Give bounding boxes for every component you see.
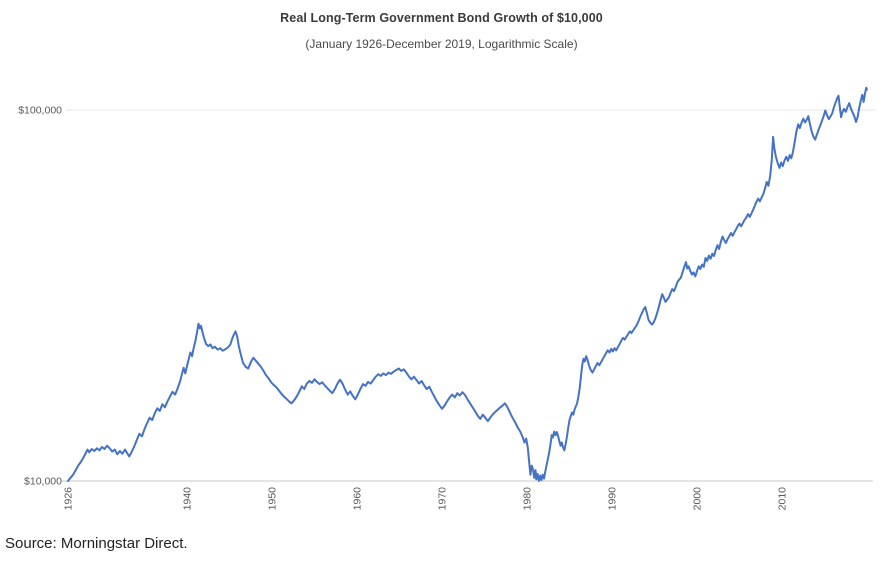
bond-growth-line [67, 86, 868, 482]
x-axis-tick-label: 1940 [182, 487, 194, 511]
source-attribution: Source: Morningstar Direct. [5, 535, 188, 552]
x-axis-tick-label: 2000 [692, 487, 704, 511]
line-chart-canvas: $10,000 $100,000 1926 1940 1950 1960 1970 1980 1… [18, 86, 876, 511]
y-axis-tick-label: $10,000 [24, 476, 62, 488]
x-axis-tick-label: 1950 [267, 487, 279, 511]
chart-subtitle: (January 1926-December 2019, Logarithmic… [305, 37, 578, 51]
x-axis-tick-label: 1990 [607, 487, 619, 511]
x-axis-tick-label: 1980 [522, 487, 534, 511]
x-axis-tick-label: 1970 [437, 487, 449, 511]
y-axis-tick-label: $100,000 [18, 105, 62, 117]
x-axis-tick-label: 1926 [63, 487, 75, 511]
chart-title: Real Long-Term Government Bond Growth of… [280, 11, 603, 25]
x-axis-tick-label: 1960 [352, 487, 364, 511]
x-axis-tick-label: 2010 [777, 487, 789, 511]
